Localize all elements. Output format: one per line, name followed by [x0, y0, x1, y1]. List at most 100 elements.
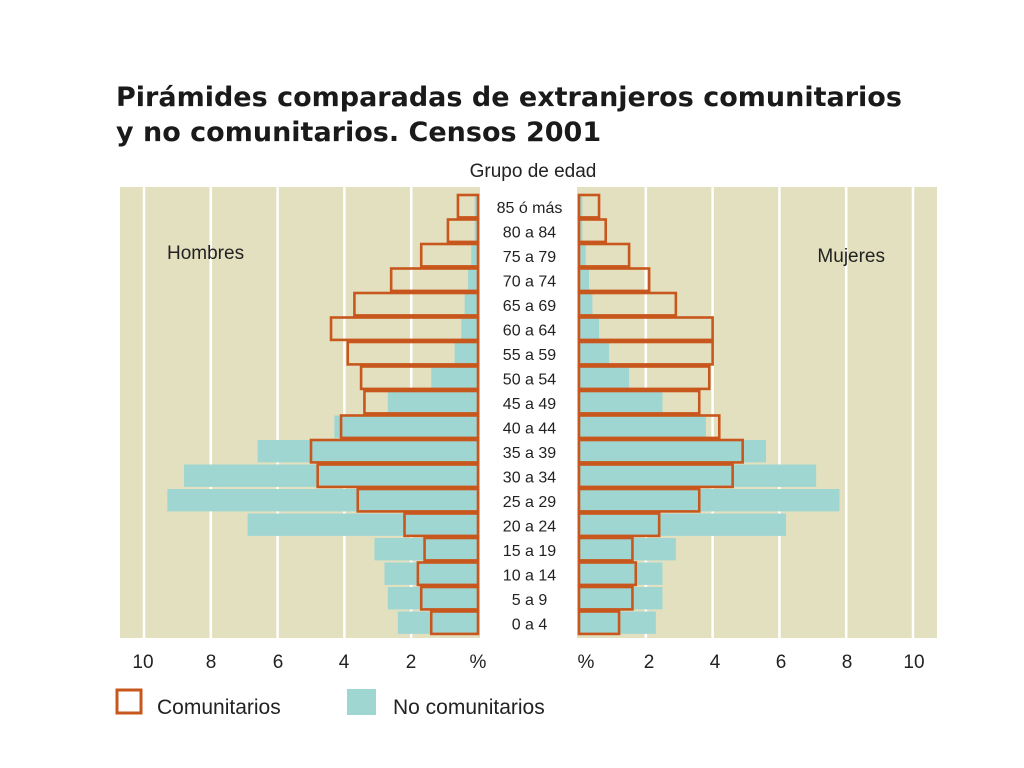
no-comunitarios-bars — [167, 195, 840, 634]
bar-comunitarios-hombres-55-a-59 — [346, 340, 480, 366]
tick-left-2: 2 — [406, 652, 417, 673]
tick-left-8: 8 — [206, 652, 217, 673]
age-label-0-a-4: 0 a 4 — [512, 617, 548, 634]
bar-comunitarios-mujeres-45-a-49 — [577, 389, 701, 415]
bar-comunitarios-mujeres-60-a-64 — [577, 316, 714, 342]
bar-no-comunitarios-hombres-15-a-19 — [374, 538, 478, 561]
bar-no-comunitarios-hombres-0-a-4 — [397, 611, 478, 634]
bar-comunitarios-hombres-50-a-54 — [359, 365, 480, 391]
bar-comunitarios-mujeres-5-a-9 — [577, 585, 634, 611]
tick-left-percent: % — [470, 652, 487, 673]
bar-no-comunitarios-mujeres-35-a-39 — [579, 440, 767, 463]
legend-swatch-comunitarios — [115, 688, 143, 715]
bar-no-comunitarios-mujeres-25-a-29 — [579, 489, 840, 512]
bar-no-comunitarios-mujeres-0-a-4 — [579, 611, 656, 634]
bar-comunitarios-hombres-20-a-24 — [403, 512, 480, 538]
bar-no-comunitarios-mujeres-30-a-34 — [579, 464, 817, 487]
bar-no-comunitarios-hombres-60-a-64 — [461, 317, 478, 340]
bar-comunitarios-hombres-0-a-4 — [429, 610, 480, 636]
bar-comunitarios-mujeres-25-a-29 — [577, 487, 701, 513]
left-side-label: Hombres — [167, 243, 244, 264]
bar-no-comunitarios-mujeres-80-a-84 — [579, 219, 583, 242]
bar-no-comunitarios-hombres-10-a-14 — [384, 562, 478, 585]
bar-comunitarios-mujeres-35-a-39 — [577, 438, 744, 464]
bar-no-comunitarios-mujeres-45-a-49 — [579, 391, 663, 414]
bar-no-comunitarios-hombres-50-a-54 — [431, 366, 478, 389]
bar-comunitarios-hombres-5-a-9 — [419, 585, 480, 611]
age-label-80-a-84: 80 a 84 — [503, 225, 556, 242]
bar-no-comunitarios-hombres-35-a-39 — [257, 440, 478, 463]
bar-no-comunitarios-mujeres-70-a-74 — [579, 268, 590, 291]
tick-right-8: 8 — [842, 652, 853, 673]
bar-comunitarios-mujeres-0-a-4 — [577, 610, 621, 636]
bar-comunitarios-hombres-60-a-64 — [329, 316, 480, 342]
bar-comunitarios-hombres-25-a-29 — [356, 487, 480, 513]
tick-right-percent: % — [578, 652, 595, 673]
bar-no-comunitarios-hombres-70-a-74 — [467, 268, 478, 291]
bar-comunitarios-mujeres-85-o-mas — [577, 193, 601, 219]
bar-no-comunitarios-hombres-75-a-79 — [471, 244, 478, 267]
bar-comunitarios-mujeres-20-a-24 — [577, 512, 661, 538]
bar-comunitarios-mujeres-70-a-74 — [577, 267, 651, 293]
age-label-65-a-69: 65 a 69 — [503, 298, 556, 315]
bar-no-comunitarios-mujeres-15-a-19 — [579, 538, 676, 561]
bar-no-comunitarios-mujeres-10-a-14 — [579, 562, 663, 585]
bar-comunitarios-mujeres-40-a-44 — [577, 414, 721, 440]
age-label-35-a-39: 35 a 39 — [503, 445, 556, 462]
bar-comunitarios-mujeres-55-a-59 — [577, 340, 714, 366]
age-label-45-a-49: 45 a 49 — [503, 396, 556, 413]
age-label-60-a-64: 60 a 64 — [503, 323, 556, 340]
legend-label-no-comunitarios: No comunitarios — [393, 696, 545, 719]
age-label-10-a-14: 10 a 14 — [503, 568, 556, 585]
legend: Comunitarios No comunitarios — [115, 688, 545, 719]
tick-left-10: 10 — [132, 652, 153, 673]
right-side-label: Mujeres — [817, 246, 885, 267]
age-label-20-a-24: 20 a 24 — [503, 519, 556, 536]
bar-comunitarios-mujeres-15-a-19 — [577, 536, 634, 562]
bar-no-comunitarios-hombres-45-a-49 — [387, 391, 478, 414]
x-axis-tick-labels: 10 8 6 4 2%% 2 4 6 8 10 — [132, 652, 924, 673]
bar-comunitarios-mujeres-80-a-84 — [577, 218, 608, 244]
bar-comunitarios-hombres-10-a-14 — [416, 561, 480, 587]
age-label-70-a-74: 70 a 74 — [503, 274, 556, 291]
bar-comunitarios-mujeres-65-a-69 — [577, 291, 678, 317]
bar-comunitarios-hombres-75-a-79 — [419, 242, 480, 268]
bar-no-comunitarios-mujeres-40-a-44 — [579, 415, 706, 438]
bar-comunitarios-hombres-15-a-19 — [423, 536, 480, 562]
age-label-5-a-9: 5 a 9 — [512, 592, 548, 609]
bar-comunitarios-mujeres-50-a-54 — [577, 365, 711, 391]
bar-no-comunitarios-mujeres-65-a-69 — [579, 293, 593, 316]
legend-label-comunitarios: Comunitarios — [157, 696, 281, 719]
age-group-labels: 85 ó más 80 a 84 75 a 79 70 a 74 65 a 69 60 a… — [497, 200, 563, 634]
age-label-85-o-mas: 85 ó más — [497, 200, 563, 217]
bar-comunitarios-hombres-30-a-34 — [316, 463, 480, 489]
bar-no-comunitarios-hombres-40-a-44 — [334, 415, 478, 438]
age-label-25-a-29: 25 a 29 — [503, 494, 556, 511]
comunitarios-bars — [309, 193, 744, 636]
chart-title-line-1: Pirámides comparadas de extranjeros comu… — [116, 82, 902, 113]
bar-no-comunitarios-hombres-5-a-9 — [387, 587, 478, 610]
age-label-50-a-54: 50 a 54 — [503, 372, 556, 389]
bar-comunitarios-mujeres-75-a-79 — [577, 242, 631, 268]
bar-no-comunitarios-hombres-80-a-84 — [474, 219, 478, 242]
age-label-15-a-19: 15 a 19 — [503, 543, 556, 560]
bar-no-comunitarios-hombres-55-a-59 — [454, 342, 478, 365]
tick-right-10: 10 — [903, 652, 924, 673]
bar-comunitarios-hombres-85-o-mas — [456, 193, 480, 219]
bar-comunitarios-hombres-70-a-74 — [389, 267, 480, 293]
tick-left-6: 6 — [273, 652, 284, 673]
legend-swatch-no-comunitarios — [347, 689, 376, 715]
bar-comunitarios-hombres-35-a-39 — [309, 438, 480, 464]
bar-no-comunitarios-mujeres-75-a-79 — [579, 244, 586, 267]
tick-right-2: 2 — [644, 652, 655, 673]
bar-comunitarios-hombres-40-a-44 — [339, 414, 480, 440]
chart-title-line-2: y no comunitarios. Censos 2001 — [116, 117, 602, 148]
age-label-55-a-59: 55 a 59 — [503, 347, 556, 364]
bar-comunitarios-hombres-65-a-69 — [353, 291, 480, 317]
bar-no-comunitarios-hombres-65-a-69 — [464, 293, 478, 316]
center-axis-label: Grupo de edad — [470, 161, 597, 182]
age-label-40-a-44: 40 a 44 — [503, 421, 556, 438]
bar-no-comunitarios-mujeres-85-o-mas — [579, 195, 583, 218]
tick-left-4: 4 — [339, 652, 350, 673]
